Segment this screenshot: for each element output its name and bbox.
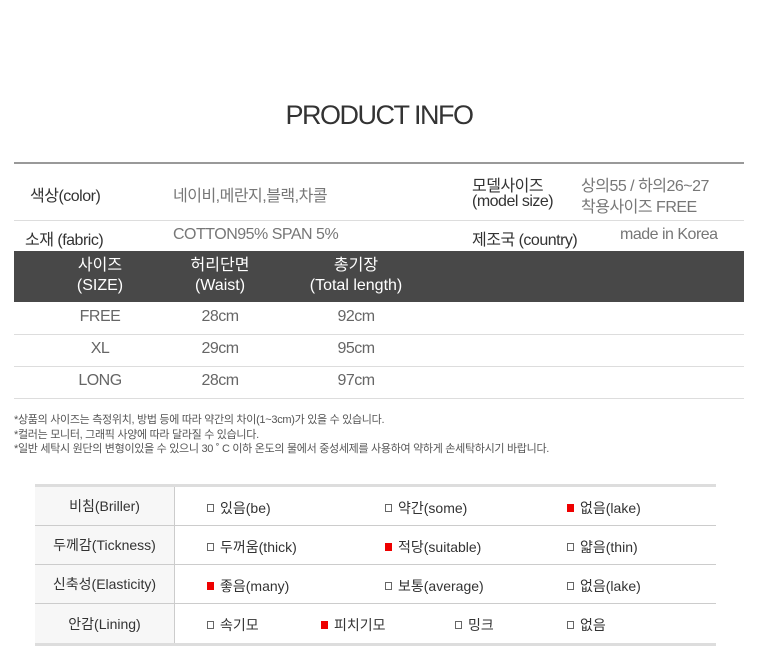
unchecked-box-icon [455,621,462,629]
spec-option: 약간(some) [385,498,467,518]
header-text: (Total length) [309,277,403,294]
spec-label: 두께감(Tickness) [35,526,175,564]
model-size-label-1: 모델사이즈 [472,178,544,195]
checked-box-icon [321,621,328,629]
spec-row: 두께감(Tickness) 두꺼움(thick) 적당(suitable) 얇음(th… [35,526,716,565]
spec-option: 얇음(thin) [567,537,638,557]
model-size-value-2: 착용사이즈 FREE [581,199,697,216]
model-size-value-1: 상의55 / 하의26~27 [581,178,709,195]
header-text: 허리단면 [190,257,250,274]
spec-option: 피치기모 [321,615,386,635]
size-cell: XL [90,340,110,357]
size-cell: FREE [79,308,121,325]
country-value: made in Korea [620,226,718,243]
option-label: 있음(be) [220,500,271,516]
option-label: 약간(some) [398,500,468,516]
header-text: (Waist) [194,277,246,294]
spec-row: 신축성(Elasticity) 좋음(many) 보통(average) 없음(lak… [35,565,716,604]
fabric-label: 소재 (fabric) [25,232,104,249]
option-label: 얇음(thin) [580,539,638,555]
fabric-value: COTTON95% SPAN 5% [173,226,339,243]
unchecked-box-icon [567,621,574,629]
spec-option: 없음(lake) [567,498,641,518]
header-text: 사이즈 [77,257,123,274]
header-waist: 허리단면 (Waist) [150,256,290,296]
unchecked-box-icon [207,504,214,512]
option-label: 밍크 [468,617,494,633]
spec-option: 없음 [567,615,606,635]
spec-option: 있음(be) [207,498,271,518]
divider [14,162,744,164]
option-label: 적당(suitable) [398,539,482,555]
divider [14,334,744,335]
divider [14,398,744,399]
header-text: 총기장 [333,257,379,274]
unchecked-box-icon [385,582,392,590]
spec-option: 없음(lake) [567,576,641,596]
size-cell: 28cm [201,372,239,389]
checked-box-icon [567,504,574,512]
unchecked-box-icon [567,543,574,551]
color-label: 색상(color) [30,188,101,205]
country-label: 제조국 (country) [472,232,578,249]
spec-row: 비침(Briller) 있음(be) 약간(some) 없음(lake) [35,487,716,526]
spec-label: 안감(Lining) [35,604,175,643]
unchecked-box-icon [385,504,392,512]
note: *일반 세탁시 원단의 변형이있을 수 있으니 30 ˚ C 이하 온도의 물에… [14,443,550,455]
option-label: 없음 [580,617,606,633]
spec-label: 비침(Briller) [35,487,175,525]
size-cell: LONG [78,372,122,389]
divider [14,220,744,221]
fabric-spec-table: 비침(Briller) 있음(be) 약간(some) 없음(lake) 두께감(Tic… [35,484,716,646]
spec-option: 밍크 [455,615,494,635]
unchecked-box-icon [207,543,214,551]
option-label: 보통(average) [398,578,484,594]
option-label: 없음(lake) [580,578,641,594]
spec-label: 신축성(Elasticity) [35,565,175,603]
size-cell: 95cm [337,340,375,357]
page-title: PRODUCT INFO [285,100,474,130]
size-cell: 29cm [201,340,239,357]
note: *상품의 사이즈는 측정위치, 방법 등에 따라 약간의 차이(1~3cm)가 … [14,414,385,426]
option-label: 피치기모 [334,617,386,633]
color-value: 네이비,메란지,블랙,차콜 [173,188,328,205]
divider [14,366,744,367]
option-label: 두꺼움(thick) [220,539,297,555]
spec-option: 적당(suitable) [385,537,481,557]
spec-option: 좋음(many) [207,576,289,596]
spec-option: 보통(average) [385,576,484,596]
option-label: 속기모 [220,617,259,633]
unchecked-box-icon [207,621,214,629]
checked-box-icon [385,543,392,551]
header-length: 총기장 (Total length) [286,256,426,296]
size-table-header: 사이즈 (SIZE) 허리단면 (Waist) 총기장 (Total length) [14,251,744,302]
model-size-label-2: (model size) [472,193,554,210]
spec-option: 속기모 [207,615,259,635]
unchecked-box-icon [567,582,574,590]
size-cell: 28cm [201,308,239,325]
checked-box-icon [207,582,214,590]
option-label: 좋음(many) [220,578,290,594]
note: *컬러는 모니터, 그래픽 사양에 따라 달라질 수 있습니다. [14,429,259,441]
spec-row: 안감(Lining) 속기모 피치기모 밍크 없음 [35,604,716,643]
size-cell: 97cm [337,372,375,389]
size-cell: 92cm [337,308,375,325]
header-text: (SIZE) [76,277,124,294]
spec-option: 두꺼움(thick) [207,537,297,557]
header-size: 사이즈 (SIZE) [30,256,170,296]
option-label: 없음(lake) [580,500,641,516]
